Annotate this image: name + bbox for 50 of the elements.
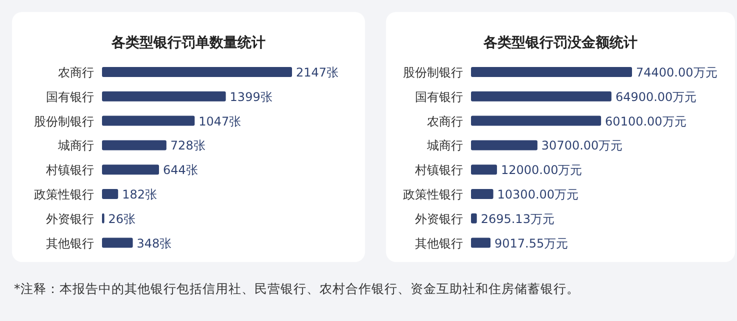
data-label: 12000.00万元 <box>500 163 582 178</box>
data-label: 728张 <box>170 138 206 153</box>
data-label: 644张 <box>162 163 198 178</box>
bar <box>471 164 497 175</box>
bar <box>471 116 602 126</box>
y-tick-label: 国有银行 <box>415 90 463 104</box>
data-label: 10300.00万元 <box>497 188 579 202</box>
bar <box>102 116 195 126</box>
y-tick-label: 其他银行 <box>46 236 94 250</box>
data-label: 1047张 <box>198 114 242 128</box>
data-label: 348张 <box>136 236 172 250</box>
data-label: 9017.55万元 <box>494 236 568 250</box>
y-tick-label: 股份制银行 <box>403 66 463 80</box>
text: *注释：本报告中的其他银行包括信用社、民营银行、农村合作银行、资金互助社和住房储蓄银行。 <box>14 281 580 296</box>
bar <box>471 238 491 248</box>
y-tick-label: 城商行 <box>426 138 463 153</box>
bar <box>102 91 226 102</box>
bar <box>471 140 538 150</box>
data-label: 1399张 <box>230 90 272 104</box>
data-label: 2695.13万元 <box>480 212 554 226</box>
data-label: 30700.00万元 <box>541 138 623 153</box>
bar <box>471 213 477 224</box>
chart-title: 各类型银行罚没金额统计 <box>482 34 638 51</box>
y-tick-label: 股份制银行 <box>34 114 94 128</box>
data-label: 74400.00万元 <box>636 66 718 80</box>
y-tick-label: 农商行 <box>58 66 94 80</box>
chart-title: 各类型银行罚单数量统计 <box>110 34 266 51</box>
y-tick-label: 国有银行 <box>46 90 94 104</box>
data-label: 26张 <box>108 212 136 226</box>
data-label: 2147张 <box>296 66 339 80</box>
y-tick-label: 外资银行 <box>415 212 463 226</box>
y-tick-label: 村镇银行 <box>45 163 94 178</box>
bar <box>471 67 632 77</box>
bar <box>471 189 494 199</box>
y-tick-label: 政策性银行 <box>34 188 94 202</box>
y-tick-label: 其他银行 <box>415 236 463 250</box>
data-label: 182张 <box>122 188 158 202</box>
y-tick-label: 外资银行 <box>46 212 94 226</box>
y-tick-label: 村镇银行 <box>414 163 463 178</box>
bar <box>102 189 118 199</box>
bar <box>102 164 159 175</box>
y-tick-label: 农商行 <box>427 114 463 128</box>
bar <box>102 67 292 77</box>
data-label: 60100.00万元 <box>605 114 686 128</box>
y-tick-label: 政策性银行 <box>403 188 463 202</box>
bar <box>471 91 612 102</box>
bar <box>102 140 166 150</box>
bar <box>102 238 133 248</box>
y-tick-label: 城商行 <box>57 138 94 153</box>
data-label: 64900.00万元 <box>615 90 697 104</box>
